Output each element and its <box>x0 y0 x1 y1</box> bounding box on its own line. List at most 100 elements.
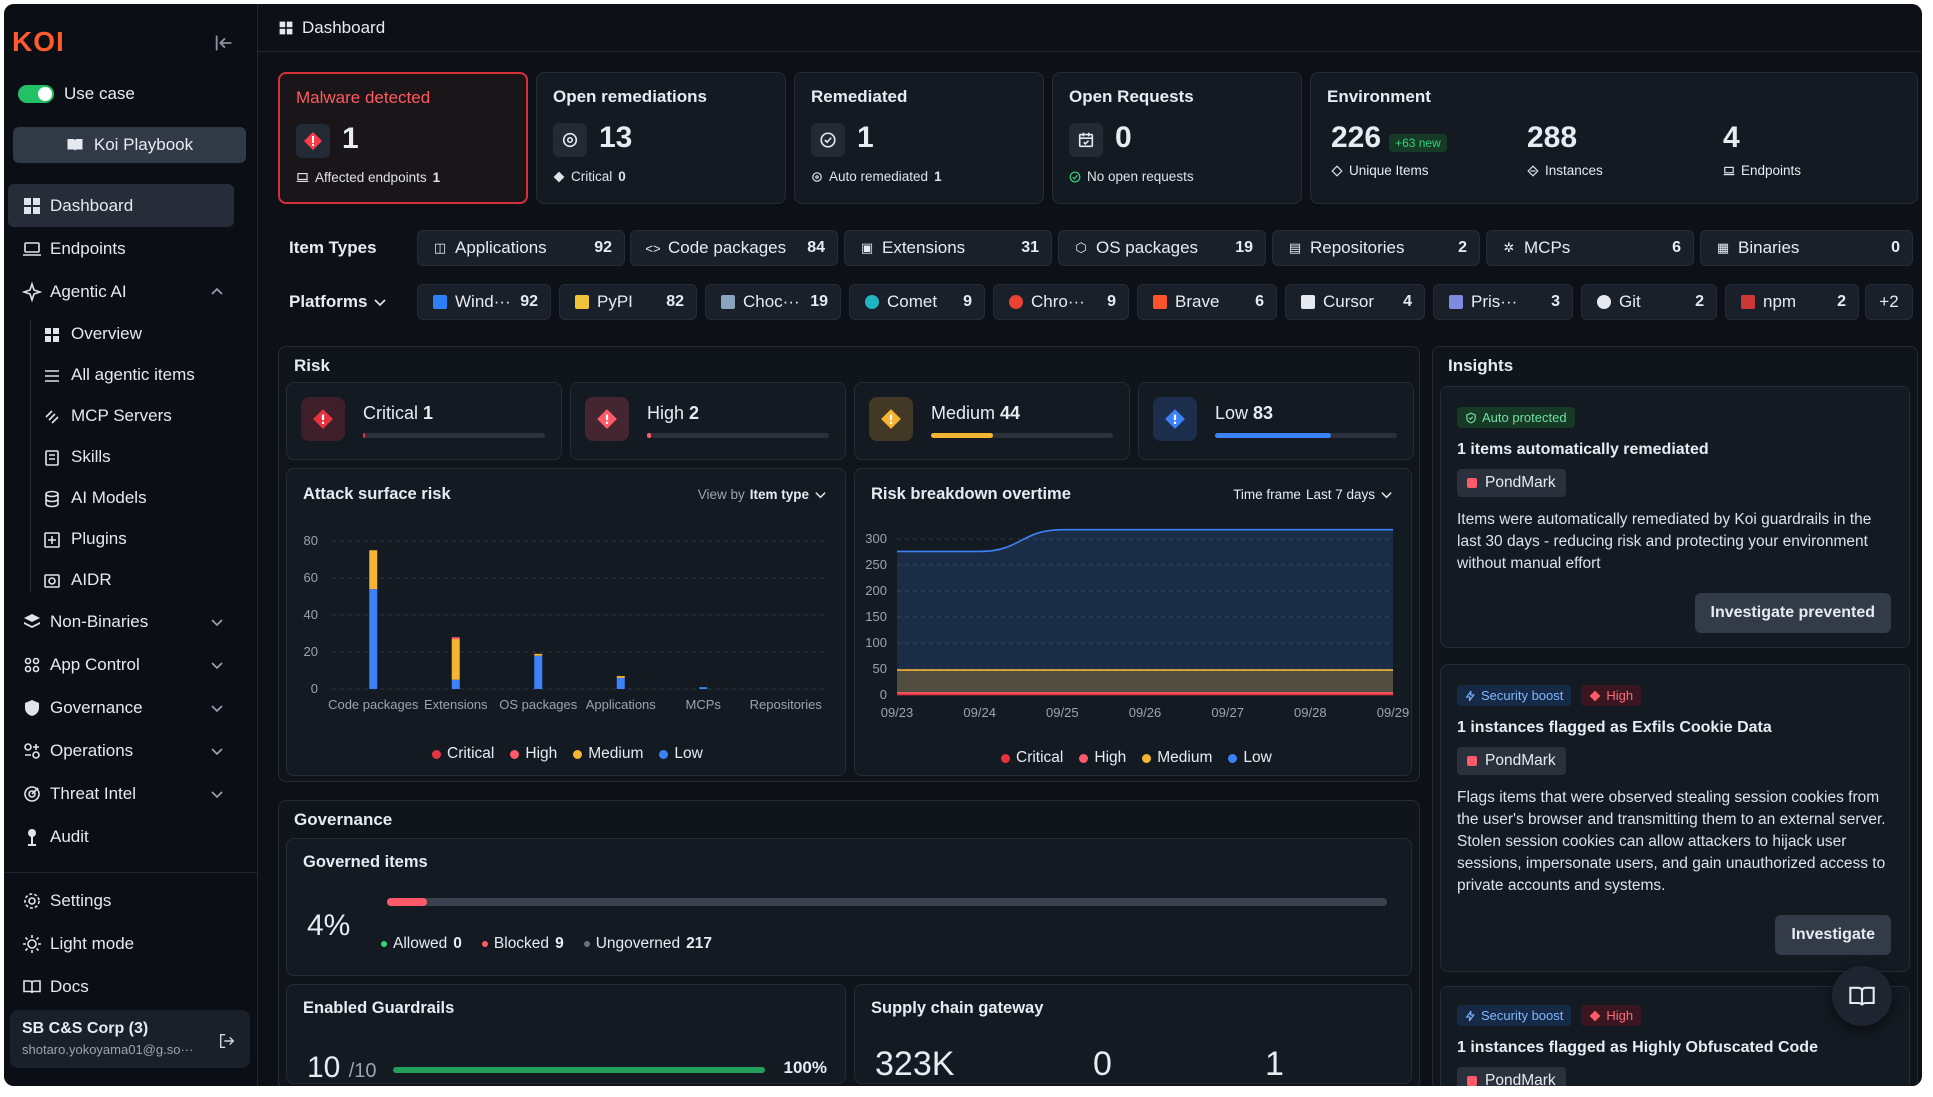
severity-label: High <box>1606 1008 1634 1023</box>
sidebar-item-all-agentic[interactable]: All agentic items <box>4 354 258 395</box>
legend-high: High <box>510 745 557 763</box>
item-type-count: 92 <box>594 239 612 256</box>
chevron-down-icon[interactable] <box>210 658 224 672</box>
item-type-chip-binaries[interactable]: ▦ Binaries 0 <box>1700 230 1913 266</box>
bar-low[interactable] <box>451 679 460 689</box>
platform-chip-2[interactable]: PyPI 82 <box>559 284 697 320</box>
risk-bar <box>1215 433 1397 438</box>
bar-low[interactable] <box>699 687 708 689</box>
chevron-down-icon[interactable] <box>210 701 224 715</box>
use-case-toggle-row[interactable]: Use case <box>18 84 135 104</box>
chevron-down-icon[interactable] <box>210 615 224 629</box>
pondmark-tag[interactable]: PondMark <box>1457 1067 1566 1086</box>
sidebar-item-overview[interactable]: Overview <box>4 313 258 354</box>
platform-chip-9[interactable]: Git 2 <box>1581 284 1717 320</box>
risk-card-low[interactable]: Low 83 <box>1138 382 1414 460</box>
sidebar-item-light-mode[interactable]: Light mode <box>4 922 258 965</box>
sidebar-item-non-binaries[interactable]: Non-Binaries <box>4 600 258 643</box>
sidebar-item-mcp-servers[interactable]: MCP Servers <box>4 395 258 436</box>
use-case-toggle[interactable] <box>18 85 54 103</box>
bar-medium[interactable] <box>616 676 625 678</box>
platform-chip-1[interactable]: Wind··· 92 <box>417 284 551 320</box>
open-requests-card[interactable]: Open Requests 0 No open requests <box>1052 72 1302 204</box>
platform-chip-8[interactable]: Pris··· 3 <box>1433 284 1573 320</box>
insight-card-2[interactable]: Security boost High 1 instances flagged a… <box>1440 664 1910 972</box>
more-platforms-chip[interactable]: +2 <box>1865 284 1913 320</box>
platform-chip-4[interactable]: Comet 9 <box>849 284 985 320</box>
sidebar-item-app-control[interactable]: App Control <box>4 643 258 686</box>
bar-high[interactable] <box>451 637 460 640</box>
risk-card-high[interactable]: High 2 <box>570 382 846 460</box>
bar-low[interactable] <box>534 655 543 689</box>
insight-card-1[interactable]: Auto protected 1 items automatically rem… <box>1440 386 1910 648</box>
investigate-prevented-button[interactable]: Investigate prevented <box>1694 593 1891 633</box>
top-bar: Dashboard <box>258 4 1922 52</box>
logout-icon[interactable] <box>218 1032 236 1050</box>
environment-card[interactable]: Environment 226 +63 new Unique Items 288 In… <box>1310 72 1918 204</box>
item-type-icon: ✲ <box>1503 240 1515 255</box>
platform-chip-7[interactable]: Cursor 4 <box>1285 284 1425 320</box>
platform-chip-6[interactable]: Brave 6 <box>1137 284 1277 320</box>
line-low[interactable] <box>897 528 1393 553</box>
bar-low[interactable] <box>616 677 625 689</box>
pondmark-tag[interactable]: PondMark <box>1457 469 1566 497</box>
org-switcher[interactable]: SB C&S Corp (3) shotaro.yokoyama01@g.so·… <box>10 1010 250 1068</box>
bar-medium[interactable] <box>451 639 460 680</box>
chevron-down-icon[interactable] <box>210 744 224 758</box>
chevron-down-icon[interactable] <box>210 787 224 801</box>
diamond-outline-icon <box>1331 164 1343 177</box>
item-type-chip-repositories[interactable]: ▤ Repositories 2 <box>1272 230 1480 266</box>
sidebar-item-agentic-ai[interactable]: Agentic AI <box>4 270 258 313</box>
platform-chip-3[interactable]: Choc··· 19 <box>705 284 841 320</box>
platforms-dropdown[interactable]: Platforms <box>289 292 387 312</box>
sidebar-item-dashboard[interactable]: Dashboard <box>8 184 234 227</box>
item-type-chip-os-packages[interactable]: ⬡ OS packages 19 <box>1058 230 1266 266</box>
item-type-label: Repositories <box>1310 238 1405 257</box>
bar-medium[interactable] <box>369 550 378 590</box>
investigate-button[interactable]: Investigate <box>1775 915 1891 955</box>
sidebar-item-settings[interactable]: Settings <box>4 879 258 922</box>
enabled-guardrails-card[interactable]: Enabled Guardrails 10 /10 100% <box>286 984 846 1084</box>
platform-chip-10[interactable]: npm 2 <box>1725 284 1859 320</box>
chevron-up-icon[interactable] <box>210 285 224 299</box>
governed-items-card: Governed items 4% Allowed 0 Blocked 9 Ungo… <box>286 838 1412 976</box>
bar-medium[interactable] <box>534 653 543 656</box>
item-type-chip-code-packages[interactable]: <> Code packages 84 <box>630 230 838 266</box>
time-frame-dropdown[interactable]: Time frame Last 7 days <box>1233 487 1393 502</box>
item-type-chip-applications[interactable]: ◫ Applications 92 <box>417 230 625 266</box>
sidebar-item-docs[interactable]: Docs <box>4 965 258 1008</box>
sidebar-item-threat-intel[interactable]: Threat Intel <box>4 772 258 815</box>
view-by-dropdown[interactable]: View by Item type <box>698 487 827 502</box>
collapse-sidebar-icon[interactable] <box>213 32 235 54</box>
pondmark-tag[interactable]: PondMark <box>1457 747 1566 775</box>
sidebar-item-plugins[interactable]: Plugins <box>4 518 258 559</box>
critical-value: 0 <box>618 169 626 184</box>
sidebar-item-ai-models[interactable]: AI Models <box>4 477 258 518</box>
sidebar-item-endpoints[interactable]: Endpoints <box>4 227 258 270</box>
platform-count: 4 <box>1403 293 1412 310</box>
risk-card-critical[interactable]: Critical 1 <box>286 382 562 460</box>
koi-playbook-button[interactable]: Koi Playbook <box>13 127 246 163</box>
bar-low[interactable] <box>369 589 378 689</box>
insight-card-3[interactable]: Security boost High 1 instances flagged a… <box>1440 986 1910 1086</box>
sidebar-item-operations[interactable]: Operations <box>4 729 258 772</box>
high-severity-badge: High <box>1581 1005 1642 1026</box>
sidebar-label: Skills <box>71 446 111 466</box>
open-remediations-card[interactable]: Open remediations 13 Critical 0 <box>536 72 786 204</box>
remediated-card[interactable]: Remediated 1 Auto remediated 1 <box>794 72 1044 204</box>
risk-bar <box>363 433 545 438</box>
sidebar-item-aidr[interactable]: AIDR <box>4 559 258 600</box>
platform-chip-5[interactable]: Chro··· 9 <box>993 284 1129 320</box>
item-type-chip-extensions[interactable]: ▣ Extensions 31 <box>844 230 1052 266</box>
malware-detected-card[interactable]: Malware detected 1 Affected endpoints 1 <box>278 72 528 204</box>
sidebar-item-governance[interactable]: Governance <box>4 686 258 729</box>
malware-icon-box <box>296 124 330 158</box>
risk-card-medium[interactable]: Medium 44 <box>854 382 1130 460</box>
sidebar-item-audit[interactable]: Audit <box>4 815 258 858</box>
sidebar-item-skills[interactable]: Skills <box>4 436 258 477</box>
supply-chain-card[interactable]: Supply chain gateway 323K 0 1 <box>854 984 1412 1084</box>
diamond-alert-icon <box>1589 690 1601 701</box>
item-type-chip-mcps[interactable]: ✲ MCPs 6 <box>1486 230 1694 266</box>
docs-fab-button[interactable] <box>1832 966 1892 1026</box>
koi-logo[interactable]: KOI <box>12 26 65 57</box>
